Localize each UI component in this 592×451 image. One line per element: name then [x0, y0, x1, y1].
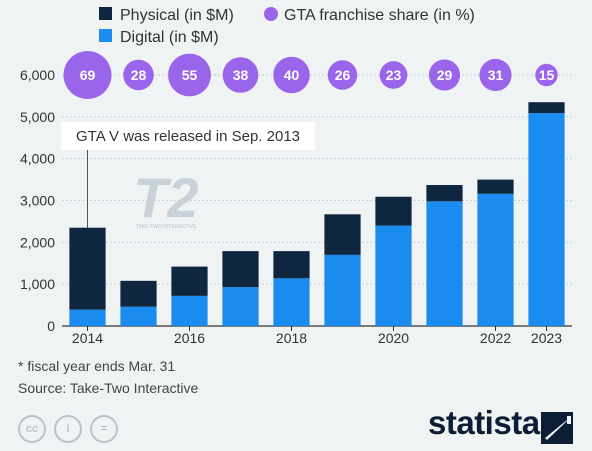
- bar-physical: [273, 251, 310, 279]
- share-bubble: [428, 59, 461, 91]
- share-bubbles: 69 28 55 38 40 26 23 29 31 15: [63, 51, 558, 99]
- y-tick-label: 3,000: [20, 193, 55, 209]
- bar-digital: [69, 309, 106, 326]
- share-bubble-label: 29: [437, 67, 453, 83]
- svg-text:TAKE-TWO INTERACTIVE: TAKE-TWO INTERACTIVE: [136, 224, 197, 230]
- share-bubble: [479, 58, 512, 92]
- share-bubble: [222, 57, 259, 93]
- legend-swatch-digital: [99, 29, 112, 42]
- x-tick-label: 2014: [72, 330, 103, 346]
- share-bubble-label: 15: [539, 67, 555, 83]
- share-bubble: [535, 63, 558, 87]
- share-bubble-label: 40: [284, 67, 300, 83]
- x-tick-label: 2020: [378, 330, 409, 346]
- bar-physical: [375, 196, 412, 226]
- y-axis: 0 1,000 2,000 3,000 4,000 5,000 6,000: [20, 67, 55, 334]
- statista-logo-icon: [541, 412, 573, 444]
- bars: [69, 102, 565, 327]
- bar-physical: [222, 251, 259, 288]
- x-tick-label: 2022: [480, 330, 511, 346]
- bar-physical: [426, 185, 463, 202]
- attribution-icon[interactable]: i: [54, 415, 82, 443]
- bar-digital: [477, 193, 514, 326]
- legend-label-physical: Physical (in $M): [120, 7, 234, 24]
- share-bubble-label: 26: [335, 67, 351, 83]
- bar-digital: [375, 225, 412, 326]
- x-tick-label: 2016: [174, 330, 205, 346]
- share-bubble: [123, 59, 154, 91]
- bar-digital: [273, 278, 310, 326]
- share-bubble-label: 28: [131, 67, 147, 83]
- bar-digital: [426, 201, 463, 326]
- share-bubble: [63, 51, 112, 99]
- share-bubble-label: 69: [80, 67, 96, 83]
- bar-physical: [528, 102, 565, 114]
- legend-label-digital: Digital (in $M): [120, 29, 219, 46]
- bar-digital: [171, 295, 208, 326]
- share-bubble-label: 23: [386, 67, 402, 83]
- y-tick-label: 5,000: [20, 109, 55, 125]
- share-bubble-label: 31: [488, 67, 504, 83]
- chart: T2 TAKE-TWO INTERACTIVE 0 1,000 2,000 3,000…: [20, 7, 572, 346]
- annotation: GTA V was released in Sep. 2013: [61, 122, 315, 228]
- share-bubble-label: 38: [233, 67, 249, 83]
- source-note: Source: Take-Two Interactive: [18, 380, 199, 396]
- bar-digital: [528, 113, 565, 327]
- footnote: * fiscal year ends Mar. 31: [18, 358, 176, 374]
- y-tick-label: 4,000: [20, 151, 55, 167]
- share-bubble: [379, 61, 408, 89]
- bar-digital: [222, 287, 259, 326]
- no-derivatives-icon[interactable]: =: [90, 415, 118, 443]
- share-bubble-label: 55: [182, 67, 198, 83]
- legend-swatch-physical: [99, 7, 112, 20]
- share-bubble: [327, 60, 358, 90]
- bar-physical: [477, 179, 514, 194]
- x-tick-label: 2023: [531, 330, 562, 346]
- annotation-box: [61, 122, 315, 150]
- statista-logo[interactable]: statista: [428, 404, 540, 441]
- cc-icon[interactable]: cc: [18, 415, 46, 443]
- x-tick-label: 2018: [276, 330, 307, 346]
- bar-physical: [171, 266, 208, 296]
- watermark-logo: T2 TAKE-TWO INTERACTIVE: [133, 166, 198, 230]
- bar-digital: [120, 306, 157, 326]
- bar-physical: [324, 214, 361, 255]
- y-tick-label: 0: [47, 318, 55, 334]
- y-tick-label: 6,000: [20, 67, 55, 83]
- legend-swatch-share: [264, 7, 278, 21]
- svg-text:T2: T2: [133, 166, 198, 229]
- legend-label-share: GTA franchise share (in %): [284, 7, 475, 24]
- share-bubble: [168, 53, 211, 97]
- y-tick-label: 1,000: [20, 276, 55, 292]
- x-axis: 2014 2016 2018 2020 2022 2023: [72, 326, 562, 346]
- bar-physical: [69, 227, 106, 310]
- share-bubble: [273, 56, 310, 94]
- bar-digital: [324, 254, 361, 326]
- bar-physical: [120, 280, 157, 307]
- legend: Physical (in $M) GTA franchise share (in…: [99, 7, 475, 46]
- annotation-text: GTA V was released in Sep. 2013: [76, 128, 300, 145]
- y-tick-label: 2,000: [20, 234, 55, 250]
